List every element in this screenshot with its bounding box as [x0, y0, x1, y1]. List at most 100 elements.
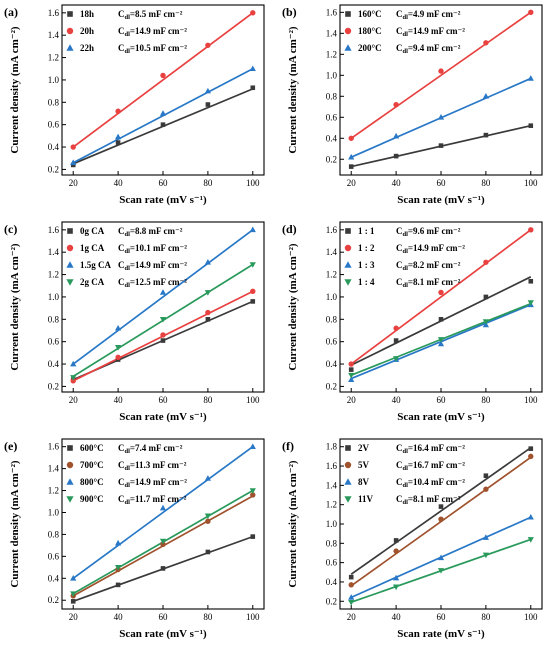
y-tick-label: 1.4	[326, 28, 338, 38]
fit-line	[350, 446, 532, 575]
data-point	[115, 108, 121, 114]
x-tick-label: 60	[159, 395, 169, 405]
x-tick-label: 40	[114, 178, 124, 188]
data-point	[528, 453, 534, 460]
data-point	[348, 367, 354, 372]
legend-entry: 180°C Cdl=14.9 mF cm⁻²	[358, 26, 465, 38]
x-tick-label: 80	[481, 178, 491, 188]
y-tick-label: 1.4	[48, 247, 60, 257]
y-tick-label: 1.2	[326, 49, 337, 59]
y-tick-label: 0.6	[326, 337, 338, 347]
data-point	[438, 289, 444, 296]
legend-entry: 18h Cdl=8.5 mF cm⁻²	[80, 9, 183, 21]
chart-panel: (e) 20 40 60 80 100 0.2 0.4 0.6 0.8 1.0 1.2 1.4 1.6 Sc…	[4, 438, 265, 640]
legend-entry: 11V Cdl=8.1 mF cm⁻²	[358, 494, 461, 506]
data-point	[348, 153, 355, 160]
y-tick-label: 1.0	[48, 507, 60, 517]
legend-entry: 8V Cdl=10.4 mF cm⁻²	[358, 477, 465, 489]
data-point	[70, 375, 77, 381]
y-tick-label: 0.2	[48, 164, 59, 174]
legend-marker	[344, 27, 352, 35]
data-point	[250, 492, 256, 498]
y-tick-label: 0.4	[326, 577, 338, 587]
chart-panel: (f) 20 40 60 80 100 0.2 0.4 0.6 0.8 1.0 1.2 1.4 1.6 1.…	[282, 438, 543, 640]
data-point	[115, 354, 121, 361]
legend-entry: 1 : 4 Cdl=8.1 mF cm⁻²	[358, 277, 461, 289]
legend-entry: 600°C Cdl=7.4 mF cm⁻²	[80, 443, 183, 455]
legend-marker	[67, 445, 73, 451]
data-point	[160, 566, 166, 571]
legend-marker	[344, 478, 352, 485]
x-tick-label: 40	[392, 612, 402, 622]
data-point	[348, 599, 355, 606]
legend-marker	[66, 27, 74, 35]
chart-panel: (c) 20 40 60 80 100 0.2 0.4 0.6 0.8 1.0 1.2 1.4 1.6 Sc…	[4, 221, 265, 423]
legend-marker	[67, 11, 73, 17]
data-point	[205, 309, 211, 316]
data-point	[348, 372, 355, 379]
data-point	[115, 344, 122, 351]
fit-line	[72, 229, 254, 365]
data-point	[438, 516, 444, 522]
data-point	[437, 113, 445, 120]
x-tick-label: 80	[481, 612, 491, 622]
data-point	[159, 538, 167, 545]
y-axis-label: Current density (mA cm⁻²)	[9, 460, 21, 587]
y-tick-label: 0.4	[48, 573, 60, 583]
legend-marker	[344, 261, 352, 268]
panel-label: (d)	[282, 222, 297, 236]
x-tick-label: 100	[524, 612, 538, 622]
y-tick-label: 0.8	[326, 314, 338, 324]
y-tick-label: 0.2	[326, 154, 337, 164]
y-tick-label: 1.0	[326, 292, 338, 302]
y-tick-label: 1.4	[326, 480, 338, 490]
data-point	[115, 133, 122, 140]
y-tick-label: 1.0	[48, 75, 60, 85]
data-point	[348, 582, 354, 588]
data-point	[348, 594, 355, 600]
data-point	[393, 574, 400, 581]
x-tick-label: 40	[392, 178, 402, 188]
y-tick-label: 0.8	[48, 529, 60, 539]
y-axis-label: Current density (mA cm⁻²)	[9, 243, 21, 370]
x-tick-label: 60	[437, 612, 447, 622]
y-axis-label: Current density (mA cm⁻²)	[287, 243, 299, 370]
panel-label: (b)	[282, 5, 297, 19]
y-tick-label: 0.4	[48, 142, 60, 152]
legend-entry: 2V Cdl=16.4 mF cm⁻²	[358, 443, 465, 455]
y-tick-label: 1.8	[326, 442, 338, 452]
x-tick-label: 20	[347, 178, 357, 188]
legend-entry: 800°C Cdl=14.9 mF cm⁻²	[80, 477, 187, 489]
y-axis-label: Current density (mA cm⁻²)	[9, 26, 21, 153]
data-point	[70, 159, 77, 165]
y-tick-label: 1.0	[326, 519, 338, 529]
data-point	[528, 227, 534, 233]
data-point	[393, 548, 399, 554]
data-point	[438, 143, 444, 148]
y-tick-label: 0.6	[48, 337, 60, 347]
legend-entry: 22h Cdl=10.5 mF cm⁻²	[80, 43, 187, 55]
data-point	[70, 591, 77, 597]
y-tick-label: 0.8	[48, 314, 60, 324]
x-tick-label: 20	[347, 395, 357, 405]
data-point	[528, 278, 534, 284]
y-tick-label: 1.2	[48, 53, 59, 63]
x-tick-label: 100	[524, 395, 538, 405]
fit-line	[350, 11, 532, 139]
data-point	[249, 226, 256, 233]
data-point	[482, 92, 489, 99]
x-tick-label: 60	[437, 178, 447, 188]
y-tick-label: 0.4	[326, 359, 338, 369]
y-tick-label: 0.2	[48, 381, 59, 391]
data-point	[70, 599, 76, 604]
y-tick-label: 0.6	[326, 112, 338, 122]
legend-entry: 700°C Cdl=11.3 mF cm⁻²	[80, 460, 187, 472]
x-tick-label: 80	[203, 612, 213, 622]
x-tick-label: 20	[69, 178, 79, 188]
chart-panel: (a) 20 40 60 80 100 0.2 0.4 0.6 0.8 1.0 1.2 1.4 1.6 Sc…	[4, 4, 265, 206]
data-point	[348, 164, 354, 169]
x-tick-label: 40	[392, 395, 402, 405]
data-point	[250, 288, 256, 295]
data-point	[160, 122, 166, 127]
data-point	[483, 40, 489, 46]
